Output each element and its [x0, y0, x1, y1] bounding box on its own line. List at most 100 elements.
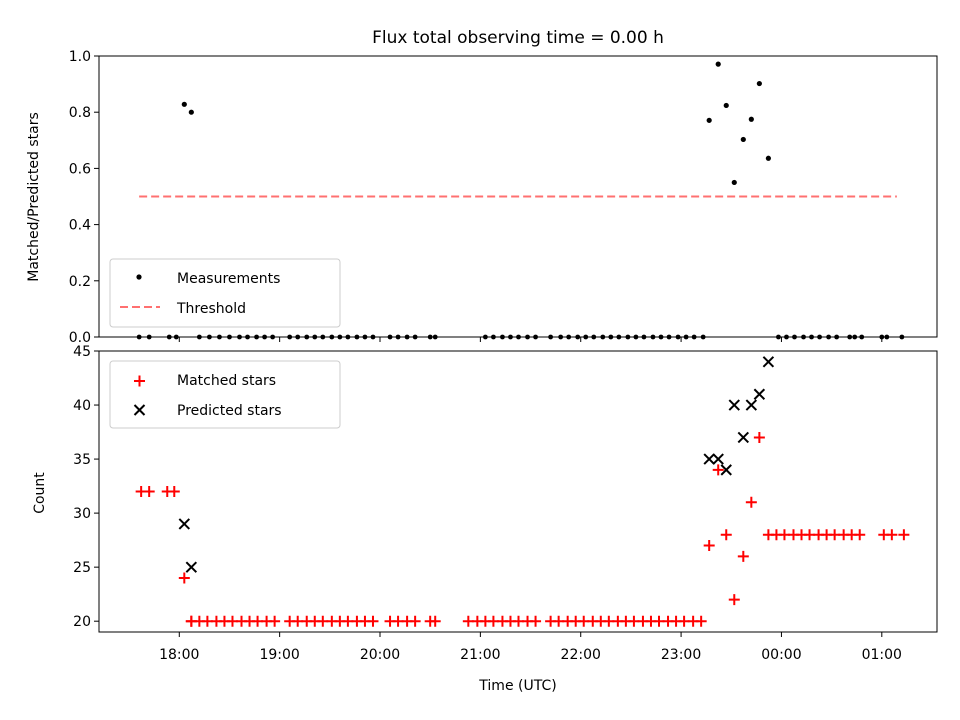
measurement-point-zero [792, 334, 797, 340]
predicted-stars-points [178, 356, 775, 573]
measurement-point-zero [482, 334, 488, 340]
measurement-point [765, 155, 771, 161]
measurement-point-zero [591, 334, 597, 340]
measurement-point-zero [337, 334, 343, 340]
x-tick-label: 22:00 [561, 647, 601, 663]
measurement-point-zero [884, 334, 890, 340]
measurement-point-zero [196, 334, 202, 340]
measurement-point-zero [847, 334, 853, 340]
measurement-point [731, 179, 737, 186]
count-y-tick-label: 30 [73, 506, 91, 522]
measurement-point-zero [817, 334, 822, 340]
measurement-point-zero [270, 334, 276, 340]
measurement-point-zero [206, 334, 212, 340]
measurement-point-zero [432, 334, 438, 340]
legend-predicted-marker [133, 404, 146, 416]
x-tick-label: 23:00 [661, 647, 701, 663]
measurement-point-zero [295, 334, 301, 340]
ratio-y-tick-label: 0.6 [69, 161, 91, 177]
measurement-point-zero [287, 334, 293, 340]
measurement-point-zero [826, 334, 832, 340]
x-axis-label: Time (UTC) [478, 678, 556, 694]
measurement-point-zero [245, 334, 250, 340]
matched-star-point [720, 529, 732, 541]
legend-matched-label: Matched stars [177, 373, 276, 389]
matched-star-point [530, 615, 542, 627]
measurement-point [740, 136, 746, 143]
count-y-tick-label: 35 [73, 452, 91, 468]
predicted-star-point [178, 518, 191, 530]
measurement-point-zero [362, 334, 368, 340]
count-y-tick-label: 20 [73, 614, 91, 630]
measurement-point-zero [666, 334, 672, 340]
measurement-point-zero [525, 334, 530, 340]
matched-star-point [429, 615, 441, 627]
measurement-point-zero [345, 334, 351, 340]
measurement-point-zero [533, 334, 538, 340]
measurement-point-zero [809, 334, 814, 340]
count-x-axis: 18:00 19:00 20:00 21:00 22:00 23:00 00:00 01:00 [159, 632, 902, 663]
count-legend: Matched stars Predicted stars [109, 360, 341, 429]
x-tick-label: 19:00 [259, 647, 299, 663]
legend-measurements-label: Measurements [177, 271, 280, 287]
measurement-point-zero [608, 334, 614, 340]
measurement-point-zero [834, 334, 840, 340]
measurement-point-zero [329, 334, 335, 340]
predicted-star-point [728, 399, 740, 411]
measurement-point-zero [675, 334, 681, 340]
measurement-point [715, 61, 721, 67]
ratio-legend: Measurements Threshold [109, 258, 341, 328]
x-tick-label: 21:00 [460, 647, 500, 663]
measurement-point-zero [600, 334, 606, 340]
measurement-point-zero [237, 334, 242, 340]
predicted-star-point [185, 561, 198, 573]
ratio-legend-box [109, 258, 341, 328]
x-tick-label: 20:00 [360, 647, 400, 663]
ratio-y-axis: 0.0 0.2 0.4 0.6 0.8 1.0 [69, 49, 99, 346]
matched-star-point [703, 540, 715, 552]
predicted-star-point [703, 453, 715, 465]
ratio-y-tick-label: 0.4 [69, 218, 91, 234]
matched-star-point [178, 572, 190, 584]
count-y-tick-label: 45 [73, 344, 91, 360]
measurement-point-zero [217, 334, 222, 340]
chart-title: Flux total observing time = 0.00 h [372, 28, 664, 48]
matched-star-point [269, 615, 281, 627]
matched-star-point [367, 615, 379, 627]
x-tick-label: 01:00 [862, 647, 902, 663]
measurement-point-zero [354, 334, 360, 340]
ratio-y-tick-label: 0.0 [69, 330, 91, 346]
matched-star-point [695, 615, 707, 627]
matched-star-point [409, 615, 421, 627]
matched-star-point [143, 486, 155, 497]
count-y-axis: 20 25 30 35 40 45 [73, 344, 99, 630]
matched-star-point [753, 431, 765, 443]
zero-measurements [136, 334, 905, 340]
predicted-star-point [745, 399, 758, 411]
measurement-point [706, 117, 712, 123]
measurement-point-zero [548, 334, 554, 340]
matched-star-point [854, 529, 866, 541]
measurement-point-zero [583, 334, 589, 340]
ratio-y-tick-label: 1.0 [69, 49, 91, 65]
predicted-star-point [737, 431, 750, 444]
measurement-point-zero [500, 334, 505, 340]
measurement-point-zero [227, 334, 232, 340]
measurement-point [756, 80, 762, 87]
count-panel: 20 25 30 35 40 45 18:00 19:00 20:00 21:00 22:00 23… [32, 344, 938, 694]
measurement-point-zero [320, 334, 326, 340]
measurement-point-zero [784, 334, 789, 340]
count-y-tick-label: 40 [73, 398, 91, 414]
measurement-point-zero [173, 334, 179, 340]
measurement-point-zero [650, 334, 656, 340]
count-y-tick-label: 25 [73, 560, 91, 576]
measurement-point-zero [370, 334, 376, 340]
matched-star-point [886, 529, 898, 541]
ratio-x-ticks [178, 337, 883, 342]
measurement-point-zero [387, 334, 393, 340]
measurement-point-zero [691, 334, 697, 340]
measurement-point-zero [641, 334, 647, 340]
matched-star-point [898, 529, 910, 541]
matched-stars-points [135, 431, 910, 627]
